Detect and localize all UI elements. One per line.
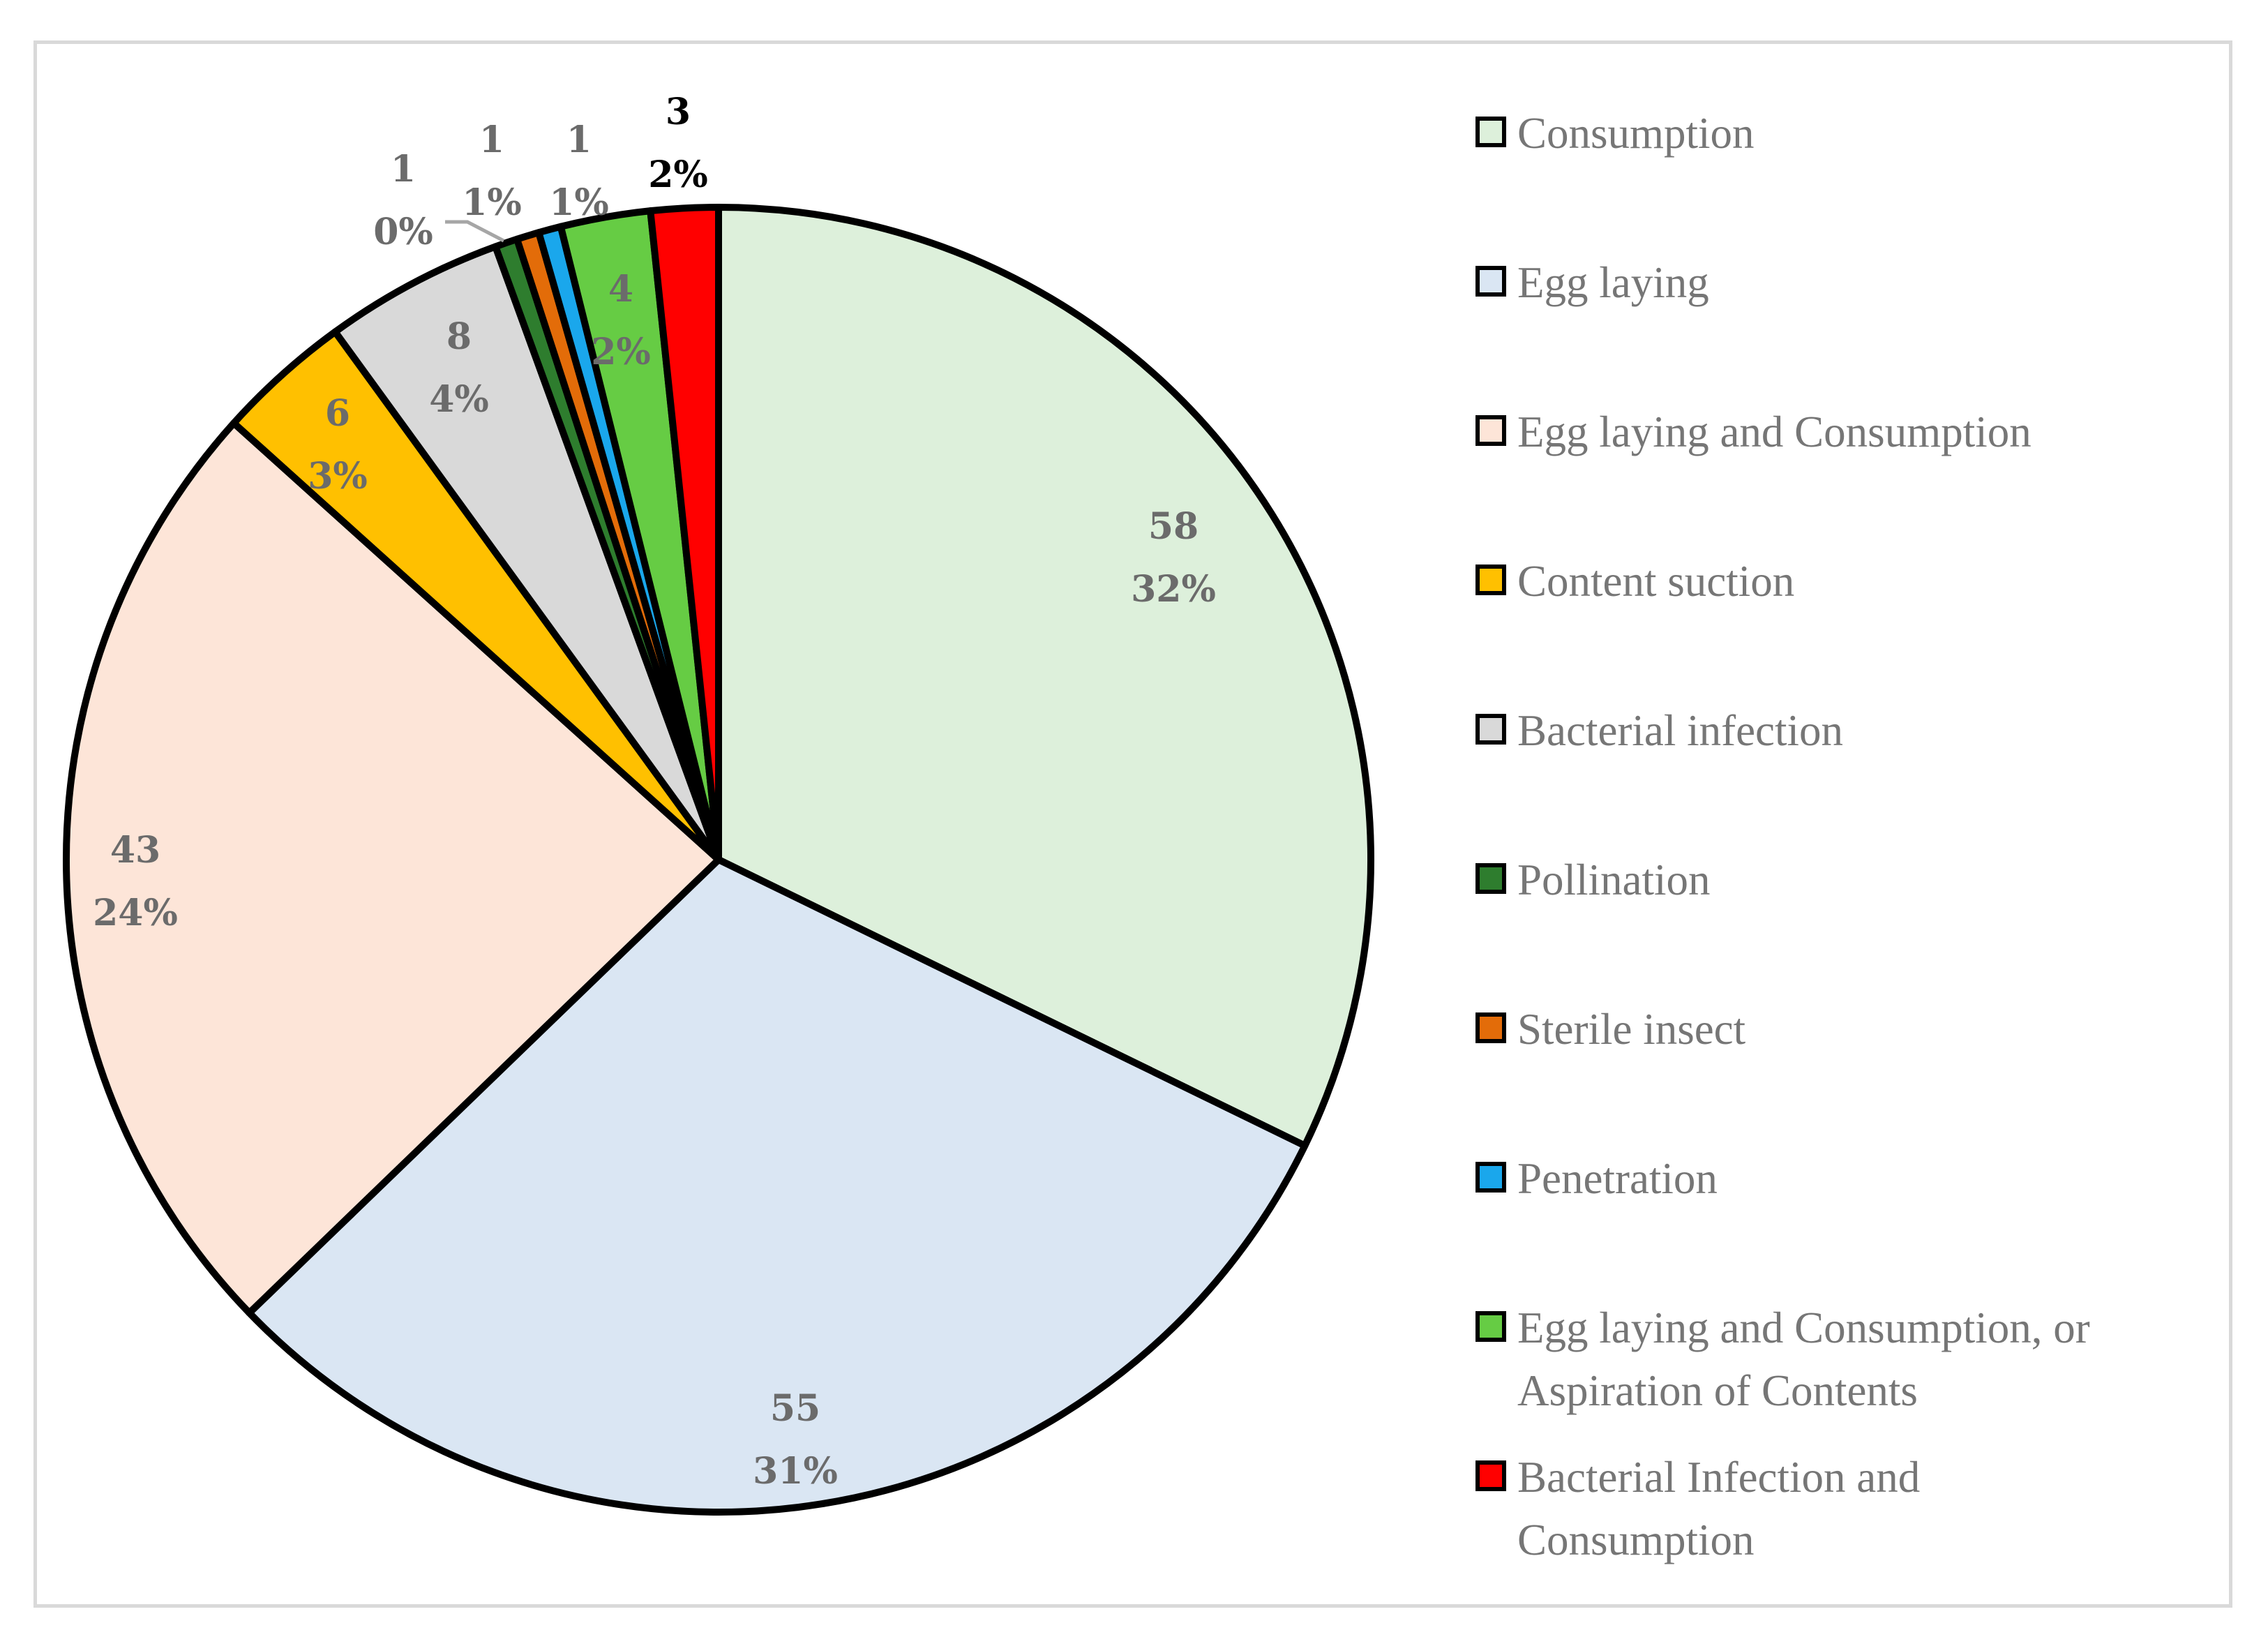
legend-swatch (1475, 1311, 1506, 1342)
data-label-value: 4 (608, 268, 633, 311)
legend-item-egg-laying-and-consumption: Egg laying and Consumption (1475, 408, 2032, 456)
legend-swatch (1475, 415, 1506, 446)
legend-label: Bacterial Infection and Consumption (1517, 1453, 1920, 1564)
data-label-percent: 0% (373, 211, 433, 253)
legend-label-line: Egg laying (1517, 258, 1709, 307)
legend-item-bacterial-infection: Bacterial infection (1475, 706, 1843, 755)
data-label-bacterial-infection-and-consumption: 3 2% (648, 91, 708, 196)
legend-label: Egg laying and Consumption (1517, 408, 2032, 456)
data-label-percent: 32% (1131, 568, 1216, 611)
data-label-percent: 1% (549, 181, 609, 224)
legend-item-bacterial-infection-and-consumption: Bacterial Infection and Consumption (1475, 1453, 1920, 1564)
legend-swatch (1475, 565, 1506, 595)
legend-label: Egg laying (1517, 258, 1709, 307)
legend-item-pollination: Pollination (1475, 855, 1711, 904)
data-label-value: 1 (391, 148, 416, 190)
legend-label: Bacterial infection (1517, 706, 1843, 755)
data-label-percent: 1% (462, 181, 522, 224)
legend: Consumption Egg laying Egg laying and Cons… (1475, 109, 2090, 1564)
data-label-value: 58 (1148, 505, 1199, 548)
legend-label-line: Bacterial infection (1517, 706, 1843, 755)
slice-bacterial-infection-and-consumption (647, 204, 722, 863)
legend-label: Penetration (1517, 1154, 1718, 1203)
legend-swatch (1475, 1012, 1506, 1043)
slice-consumption (715, 204, 1374, 1149)
slice-bacterial-infection (331, 243, 722, 863)
data-label-consumption: 58 32% (1131, 505, 1216, 611)
legend-label-line: Sterile insect (1517, 1005, 1746, 1054)
legend-swatch (1475, 863, 1506, 894)
legend-item-egg-laying-and-consumption-or-aspiration-of-contents: Egg laying and Consumption, or Aspiration… (1475, 1303, 2090, 1415)
legend-label-line: Consumption (1517, 109, 1755, 158)
legend-swatch (1475, 1162, 1506, 1193)
data-label-value: 6 (325, 392, 350, 435)
legend-label-line: Aspiration of Contents (1517, 1366, 1918, 1415)
data-label-value: 1 (566, 119, 592, 161)
legend-item-penetration: Penetration (1475, 1154, 1718, 1203)
data-label-content-suction: 6 3% (308, 392, 368, 498)
data-label-value: 3 (666, 91, 691, 133)
legend-item-sterile-insect: Sterile insect (1475, 1005, 1746, 1054)
data-label-percent: 3% (308, 455, 368, 498)
data-label-value: 43 (110, 829, 160, 872)
data-label-percent: 2% (648, 154, 708, 196)
legend-swatch (1475, 1460, 1506, 1491)
legend-label: Pollination (1517, 855, 1711, 904)
data-label-percent: 31% (753, 1450, 838, 1493)
data-label-value: 1 (479, 119, 504, 161)
legend-label-line: Consumption (1517, 1516, 1755, 1564)
data-label-egg-laying-and-consumption-or-aspiration-of-contents: 4 2% (591, 268, 651, 373)
legend-swatch (1475, 266, 1506, 297)
legend-label: Sterile insect (1517, 1005, 1746, 1054)
data-label-bacterial-infection: 8 4% (429, 315, 489, 421)
data-label-egg-laying: 55 31% (753, 1387, 838, 1493)
data-label-value: 55 (770, 1387, 820, 1430)
data-label-pollination: 1 0% (373, 148, 433, 253)
legend-label-line: Content suction (1517, 557, 1794, 606)
legend-swatch (1475, 117, 1506, 147)
legend-label-line: Bacterial Infection and (1517, 1453, 1920, 1502)
data-label-egg-laying-and-consumption: 43 24% (93, 829, 178, 934)
data-label-sterile-insect: 1 1% (462, 119, 522, 224)
legend-item-consumption: Consumption (1475, 109, 1755, 158)
legend-label: Egg laying and Consumption, or Aspiration… (1517, 1303, 2090, 1415)
slice-egg-laying (246, 856, 1309, 1516)
leader-line-pollination (445, 220, 505, 243)
data-label-penetration: 1 1% (549, 119, 609, 224)
legend-label-line: Penetration (1517, 1154, 1718, 1203)
data-label-percent: 2% (591, 331, 651, 373)
leader-lines (445, 220, 505, 243)
data-label-percent: 4% (429, 378, 489, 421)
legend-swatch (1475, 714, 1506, 745)
pie-slices (63, 204, 1374, 1516)
slice-egg-laying-and-consumption (63, 419, 722, 1317)
legend-label: Content suction (1517, 557, 1794, 606)
data-label-value: 8 (446, 315, 472, 358)
legend-label-line: Egg laying and Consumption, or (1517, 1303, 2090, 1352)
legend-item-content-suction: Content suction (1475, 557, 1794, 606)
legend-label-line: Pollination (1517, 855, 1711, 904)
data-label-percent: 24% (93, 892, 178, 934)
legend-item-egg-laying: Egg laying (1475, 258, 1709, 307)
data-labels: 58 32%55 31%43 24%6 3%8 4%1 0%1 1%1 1%4 2%3 2% (93, 91, 1216, 1493)
legend-label-line: Egg laying and Consumption (1517, 408, 2032, 456)
legend-label: Consumption (1517, 109, 1755, 158)
